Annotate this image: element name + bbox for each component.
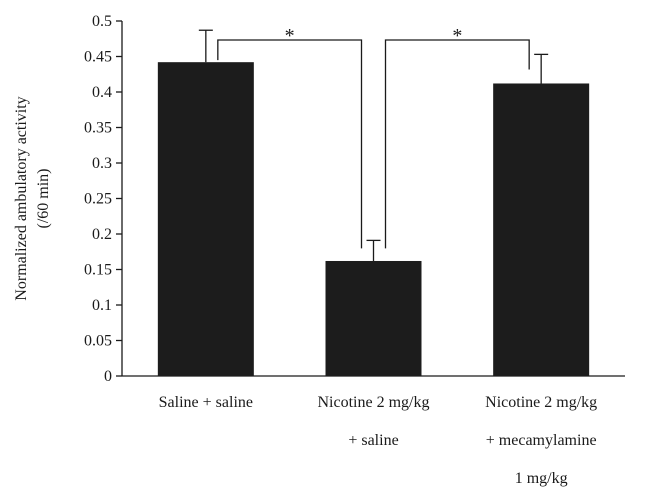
significance-bracket xyxy=(217,39,363,249)
y-tick-label: 0 xyxy=(104,368,112,385)
y-tick-label: 0.45 xyxy=(84,49,112,66)
bar xyxy=(157,62,254,377)
significance-star: * xyxy=(285,25,295,47)
category-label: Nicotine 2 mg/kg xyxy=(318,394,430,411)
error-bars xyxy=(198,29,549,261)
category-label: + saline xyxy=(348,432,398,449)
y-tick-label: 0.05 xyxy=(84,333,112,350)
y-tick-label: 0.4 xyxy=(92,84,112,101)
y-tick-label: 0.2 xyxy=(92,226,112,243)
y-tick-label: 0.1 xyxy=(92,297,112,314)
category-label: 1 mg/kg xyxy=(515,470,568,487)
y-axis-title-line: (/60 min) xyxy=(35,169,52,229)
significance-bracket xyxy=(384,39,530,249)
category-label: Saline + saline xyxy=(159,394,253,411)
bars xyxy=(157,62,590,377)
y-tick-label: 0.3 xyxy=(92,155,112,172)
significance-brackets: * * xyxy=(217,25,530,249)
bar xyxy=(493,83,590,376)
y-tick-label: 0.5 xyxy=(92,13,112,30)
category-labels: Saline + saline Nicotine 2 mg/kg + saline N… xyxy=(159,394,597,487)
y-axis-title: Normalized ambulatory activity (/60 min) xyxy=(13,96,52,300)
y-axis: 0 0.05 0.1 0.15 0.2 0.25 0.3 0.35 0.4 0.45 0.5 xyxy=(84,13,123,385)
bar xyxy=(325,260,422,376)
y-tick-label: 0.15 xyxy=(84,262,112,279)
category-label: Nicotine 2 mg/kg xyxy=(485,394,597,411)
y-axis-title-line: Normalized ambulatory activity xyxy=(13,96,30,300)
category-label: + mecamylamine xyxy=(486,432,597,449)
y-tick-label: 0.25 xyxy=(84,191,112,208)
y-tick-label: 0.35 xyxy=(84,120,112,137)
significance-star: * xyxy=(452,25,462,47)
